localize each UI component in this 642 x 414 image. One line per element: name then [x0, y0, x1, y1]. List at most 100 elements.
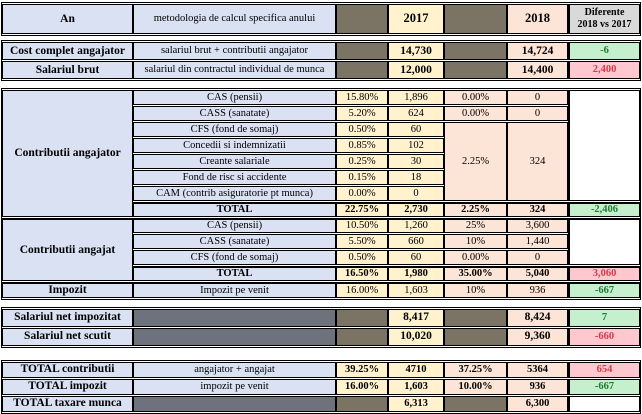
value-2017-cell: 1,980 [388, 266, 444, 281]
value-2017-cell: 660 [388, 234, 444, 249]
spacer-cell [336, 61, 388, 79]
desc-cell: Creante salariale [133, 154, 336, 169]
pct-2018-cell: 0.00% [444, 106, 507, 121]
value-2017-cell: 0 [388, 186, 444, 201]
desc-cell: metodologia de calcul specifica anului [133, 4, 336, 34]
pct-2017-cell: 0.25% [336, 154, 388, 169]
salary-summary-table: Cost complet angajator salariul brut + c… [1, 40, 641, 81]
value-2018-cell: 324 [507, 202, 568, 217]
desc-cell: salariul brut + contributii angajator [133, 42, 336, 60]
spacer-cell [336, 4, 388, 34]
desc-cell: CASS (sanatate) [133, 234, 336, 249]
pct-2017-cell: 0.15% [336, 170, 388, 185]
spacer-cell [444, 327, 507, 346]
pct-2017-cell: 5.50% [336, 234, 388, 249]
total-label-cell: TOTAL [133, 266, 336, 281]
diff-cell: -667 [568, 282, 640, 298]
desc-cell: angajator + angajat [133, 361, 336, 378]
pct-2017-cell: 0.50% [336, 122, 388, 137]
pct-2018-cell: 35.00% [444, 266, 507, 281]
pct-2017-cell: 5.20% [336, 106, 388, 121]
value-2017-cell: 10,020 [388, 327, 444, 346]
value-2017-cell: 2,730 [388, 202, 444, 217]
desc-cell: CFS (fond de somaj) [133, 122, 336, 137]
diff-empty-cell [568, 90, 640, 201]
diff-cell: 3,060 [568, 266, 640, 281]
pct-2017-cell: 16.00% [336, 282, 388, 298]
pct-2018-merged-cell: 2.25% [444, 122, 507, 201]
desc-cell: CASS (sanatate) [133, 106, 336, 121]
row-label-cell: An [2, 4, 133, 34]
row-label-cell: Salariul brut [2, 61, 133, 79]
diff-cell: -660 [568, 327, 640, 346]
total-label-cell: TOTAL [133, 202, 336, 217]
desc-cell: Impozit pe venit [133, 282, 336, 298]
value-2018-cell: 0 [507, 106, 568, 121]
value-2017-cell: 12,000 [388, 61, 444, 79]
table-row: CFS (fond de somaj) 0.50% 60 0.00% 0 [2, 250, 640, 265]
diff-empty-cell [568, 395, 640, 412]
value-2018-cell: 936 [507, 282, 568, 298]
diff-cell: 654 [568, 361, 640, 378]
spacer-cell [133, 327, 336, 346]
totals-table: TOTAL contributii angajator + angajat 39… [1, 359, 641, 414]
year-header-table: An metodologia de calcul specifica anulu… [1, 2, 641, 36]
value-2018-cell: 14,400 [507, 61, 568, 79]
table-row: TOTAL 22.75% 2,730 2.25% 324 -2,406 [2, 202, 640, 217]
table-row: CASS (sanatate) 5.20% 624 0.00% 0 [2, 106, 640, 121]
diff-empty-cell [568, 218, 640, 265]
table-row: Salariul net scutit 10,020 9,360 -660 [2, 327, 640, 346]
spacer-cell [336, 395, 388, 412]
value-2017-cell: 14,730 [388, 42, 444, 60]
table-row: TOTAL contributii angajator + angajat 39… [2, 361, 640, 378]
table-row: TOTAL impozit impozit pe venit 16.00% 1,… [2, 378, 640, 395]
pct-2018-cell: 10.00% [444, 378, 507, 395]
table-row: Salariul net impozitat 8,417 8,424 7 [2, 308, 640, 327]
desc-cell: Concedii si indemnizatii [133, 138, 336, 153]
value-2018-cell: 0 [507, 90, 568, 105]
value-2018-cell: 1,440 [507, 234, 568, 249]
value-2018-cell: 0 [507, 250, 568, 265]
row-label-cell: Salariul net impozitat [2, 308, 133, 327]
table-row: TOTAL 16.50% 1,980 35.00% 5,040 3,060 [2, 266, 640, 281]
table-row: Contributii angajator CAS (pensii) 15.80… [2, 90, 640, 217]
desc-cell: impozit pe venit [133, 378, 336, 395]
table-row: Cost complet angajator salariul brut + c… [2, 42, 640, 60]
value-2018-cell: 5364 [507, 361, 568, 378]
value-2017-cell: 624 [388, 106, 444, 121]
value-2018-cell: 5,040 [507, 266, 568, 281]
year-2017-cell: 2017 [388, 4, 444, 34]
value-2017-cell: 6,313 [388, 395, 444, 412]
row-label-cell: TOTAL taxare munca [2, 395, 133, 412]
pct-2018-cell: 25% [444, 218, 507, 233]
value-2017-cell: 102 [388, 138, 444, 153]
desc-cell: salariul din contractul individual de mu… [133, 61, 336, 79]
value-2018-cell: 6,300 [507, 395, 568, 412]
value-2017-cell: 1,896 [388, 90, 444, 105]
value-2018-cell: 8,424 [507, 308, 568, 327]
group-label-employee-cell: Contributii angajat [2, 218, 133, 281]
table-row: Impozit Impozit pe venit 16.00% 1,603 10… [2, 282, 640, 298]
pct-2017-cell: 0.50% [336, 250, 388, 265]
spacer-cell [336, 42, 388, 60]
pct-2017-cell: 15.80% [336, 90, 388, 105]
table-row: CFS (fond de somaj) 0.50% 60 2.25% 324 [2, 122, 640, 201]
pct-2017-cell: 16.00% [336, 378, 388, 395]
value-2017-cell: 1,260 [388, 218, 444, 233]
pct-2018-cell: 0.00% [444, 90, 507, 105]
pct-2017-cell: 39.25% [336, 361, 388, 378]
value-2017-cell: 60 [388, 250, 444, 265]
value-2017-cell: 18 [388, 170, 444, 185]
diff-cell: -6 [568, 42, 640, 60]
net-salary-table: Salariul net impozitat 8,417 8,424 7 Sal… [1, 306, 641, 348]
value-2017-cell: 1,603 [388, 378, 444, 395]
desc-cell: CAM (contrib asiguratorie pt munca) [133, 186, 336, 201]
value-2018-cell: 9,360 [507, 327, 568, 346]
pct-2018-cell: 2.25% [444, 202, 507, 217]
table-row: Contributii angajat CAS (pensii) 10.50% … [2, 218, 640, 281]
value-2018-cell: 936 [507, 378, 568, 395]
desc-cell: CFS (fond de somaj) [133, 250, 336, 265]
pct-2018-cell: 0.00% [444, 250, 507, 265]
group-label-employer-cell: Contributii angajator [2, 90, 133, 217]
spacer-cell [133, 395, 336, 412]
